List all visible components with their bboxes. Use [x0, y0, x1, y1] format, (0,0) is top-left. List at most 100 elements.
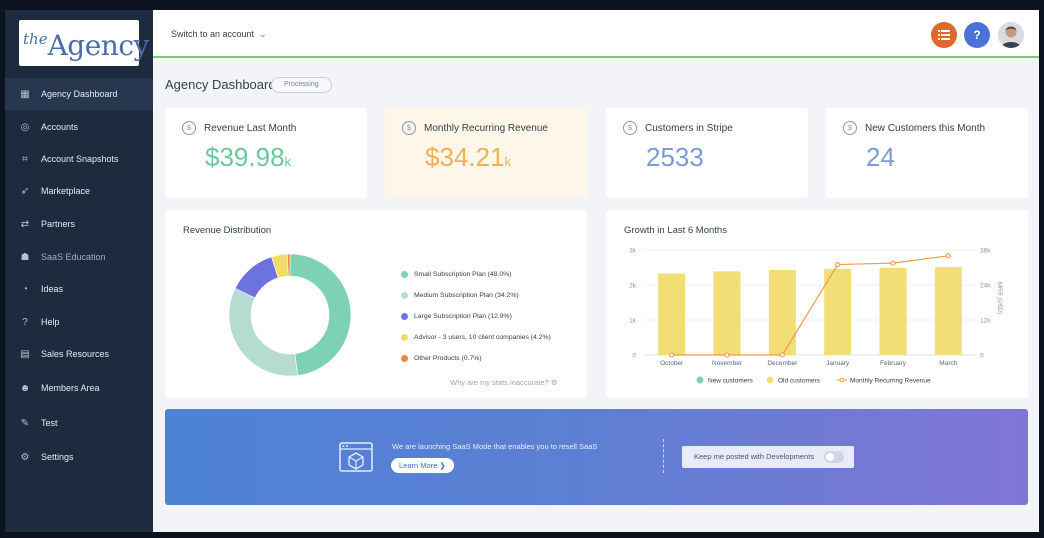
keep-posted-toggle[interactable] — [824, 451, 844, 463]
stat-label: Revenue Last Month — [204, 122, 297, 134]
switch-account-dropdown[interactable]: Switch to an account ⌄ — [171, 29, 267, 40]
keep-posted-toggle-field[interactable]: Keep me posted with Developments — [682, 446, 854, 468]
mrr-point[interactable] — [945, 253, 951, 259]
legend-swatch — [401, 355, 408, 362]
sidebar-item-members-area[interactable]: ☻ Members Area — [5, 372, 153, 404]
y2-tick-label: 36k — [980, 248, 991, 255]
dollar-icon: $ — [182, 121, 196, 135]
sidebar-item-label: Help — [41, 317, 60, 327]
growth-panel: Growth in Last 6 Months 0 1k 2k 3k 0 12k 24k 36… — [606, 210, 1028, 398]
members-icon: ☻ — [19, 382, 31, 394]
agency-logo[interactable]: theAgency — [19, 20, 149, 66]
sidebar-item-ideas[interactable]: ◔ Ideas — [5, 273, 153, 305]
logo-the: the — [23, 30, 48, 48]
bar-old-customers[interactable] — [934, 267, 962, 355]
sidebar-item-label: Test — [41, 418, 58, 428]
donut-slice[interactable] — [234, 256, 279, 299]
sidebar-item-saas-education[interactable]: ☗ SaaS Education — [5, 241, 153, 273]
banner-divider — [663, 439, 664, 473]
x-tick-label: October — [660, 360, 684, 367]
stat-label: Monthly Recurring Revenue — [424, 122, 548, 134]
y-tick-label: 1k — [629, 318, 637, 325]
legend-label: Advisor - 3 users, 10 client companies (… — [414, 334, 551, 341]
legend-swatch — [696, 376, 704, 384]
legend-swatch — [401, 271, 408, 278]
stat-card-mrr: $ Monthly Recurring Revenue $34.21k — [385, 108, 587, 198]
help-button[interactable]: ? — [964, 22, 990, 48]
bar-old-customers[interactable] — [824, 268, 852, 355]
sidebar-item-label: Marketplace — [41, 186, 91, 196]
legend-label: Large Subscription Plan (12.9%) — [414, 313, 512, 320]
stats-inaccurate-link[interactable]: Why are my stats inaccurate? ⚙ — [450, 378, 558, 387]
mrr-point[interactable] — [669, 352, 675, 358]
snapshot-icon: ⌗ — [22, 153, 28, 165]
legend-label: Monthly Recurring Revenue — [850, 378, 931, 385]
sidebar-item-help[interactable]: ? Help — [5, 306, 153, 338]
revenue-distribution-panel: Revenue Distribution Small Subscription … — [165, 210, 587, 398]
learn-more-button[interactable]: Learn More ❯ — [391, 458, 454, 473]
bar-old-customers[interactable] — [658, 273, 686, 355]
legend-label: Old customers — [778, 378, 821, 385]
legend-swatch — [766, 376, 774, 384]
sidebar-item-agency-dashboard[interactable]: ▦ Agency Dashboard — [5, 78, 153, 110]
logo-agency: Agency — [47, 29, 150, 62]
x-tick-label: December — [767, 360, 798, 367]
donut-slice[interactable] — [228, 287, 298, 377]
growth-chart: 0 1k 2k 3k 0 12k 24k 36k MRR (USD) October Novembe… — [629, 248, 1002, 385]
y2-axis-label: MRR (USD) — [996, 282, 1002, 314]
chevron-down-icon: ⌄ — [259, 29, 267, 39]
y2-tick-label: 12k — [980, 318, 991, 325]
sidebar: theAgency ▦ Agency Dashboard ◎ Accounts ⌗ Acc… — [5, 10, 153, 532]
y2-tick-label: 24k — [980, 283, 991, 290]
avatar-image — [998, 22, 1024, 48]
saas-mode-banner: We are launching SaaS Mode that enables … — [165, 409, 1028, 505]
sidebar-item-test[interactable]: ✎ Test — [5, 407, 153, 439]
sidebar-item-sales-resources[interactable]: ▤ Sales Resources — [5, 338, 153, 370]
list-menu-button[interactable] — [931, 22, 957, 48]
sidebar-item-label: Agency Dashboard — [41, 89, 118, 99]
sidebar-item-accounts[interactable]: ◎ Accounts — [5, 111, 153, 143]
sidebar-item-label: Settings — [41, 452, 74, 462]
dollar-icon: $ — [843, 121, 857, 135]
handshake-icon: ⇄ — [20, 218, 30, 230]
banner-message: We are launching SaaS Mode that enables … — [392, 442, 598, 451]
sidebar-item-label: Ideas — [41, 284, 64, 294]
bar-old-customers[interactable] — [713, 271, 741, 355]
legend-swatch — [401, 292, 408, 299]
stat-label: New Customers this Month — [865, 122, 986, 134]
y-tick-label: 2k — [629, 283, 637, 290]
bar-old-customers[interactable] — [879, 267, 907, 355]
switch-account-label: Switch to an account — [171, 29, 255, 39]
donut-slice[interactable] — [289, 253, 352, 376]
stat-value: 2533 — [646, 142, 704, 172]
keep-posted-label: Keep me posted with Developments — [694, 452, 815, 461]
gear-icon: ⚙ — [550, 378, 558, 387]
main-content: Switch to an account ⌄ ? Agency Dashboard… — [153, 10, 1039, 532]
sidebar-item-label: Account Snapshots — [41, 154, 119, 164]
sidebar-item-account-snapshots[interactable]: ⌗ Account Snapshots — [5, 143, 153, 175]
dashboard-icon: ▦ — [20, 88, 30, 100]
mrr-point[interactable] — [835, 262, 841, 268]
x-tick-label: March — [939, 360, 957, 367]
bar-old-customers[interactable] — [768, 269, 796, 355]
sidebar-item-marketplace[interactable]: ➶ Marketplace — [5, 175, 153, 207]
pie-legend-item: Other Products (0.7%) — [401, 355, 482, 362]
donut-slice[interactable] — [287, 253, 291, 277]
stat-value: $34.21k — [425, 142, 512, 172]
stats-inaccurate-text: Why are my stats inaccurate? — [450, 378, 549, 387]
mrr-point[interactable] — [724, 352, 730, 358]
help-icon: ? — [973, 28, 981, 42]
pie-legend-item: Small Subscription Plan (48.0%) — [401, 271, 511, 278]
user-avatar[interactable] — [998, 22, 1024, 48]
mrr-point[interactable] — [779, 352, 785, 358]
mrr-point[interactable] — [890, 260, 896, 266]
stat-card-customers-stripe: $ Customers in Stripe 2533 — [606, 108, 808, 198]
page-title: Agency Dashboard — [165, 77, 276, 92]
sidebar-item-partners[interactable]: ⇄ Partners — [5, 208, 153, 240]
x-tick-label: February — [880, 360, 907, 367]
sidebar-item-settings[interactable]: ⚙ Settings — [5, 441, 153, 473]
dollar-icon: $ — [623, 121, 637, 135]
pie-legend-item: Advisor - 3 users, 10 client companies (… — [401, 334, 551, 341]
list-icon — [938, 30, 950, 40]
pie-legend-item: Large Subscription Plan (12.9%) — [401, 313, 512, 320]
